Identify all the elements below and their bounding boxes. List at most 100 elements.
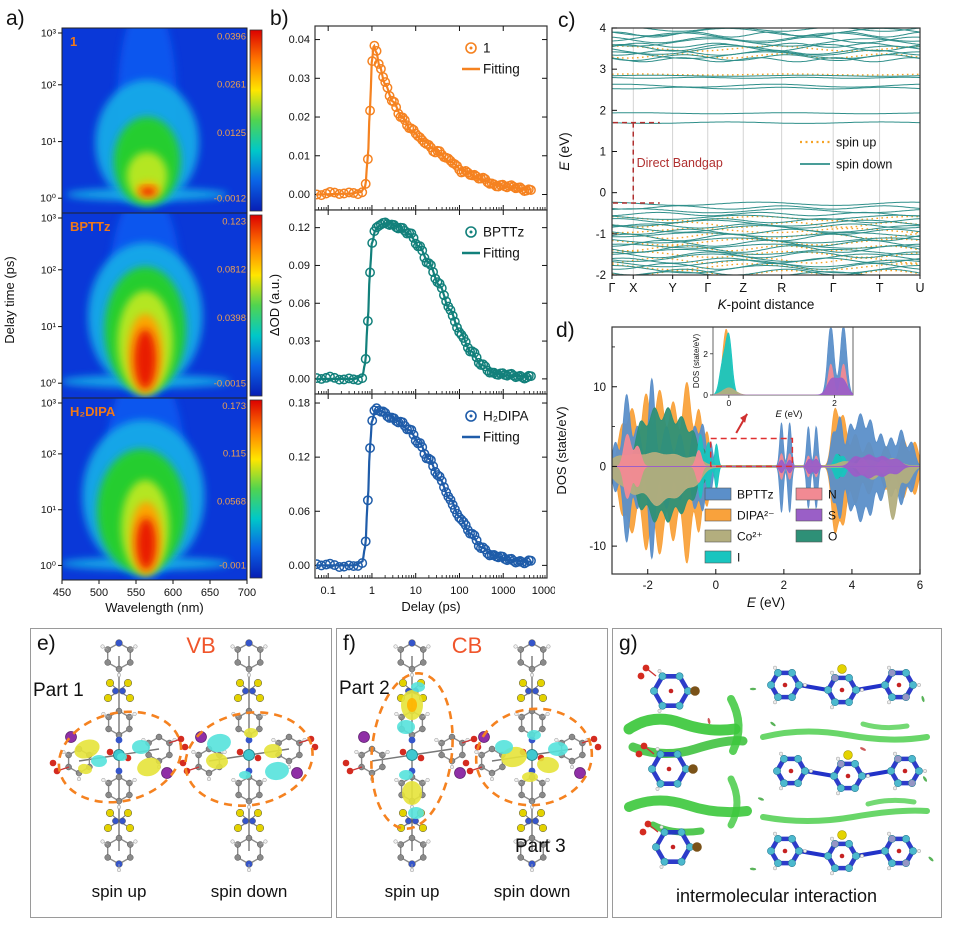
svg-text:10²: 10²: [41, 264, 57, 276]
d-legend-swatch: [704, 550, 732, 564]
interaction-mark: [860, 747, 866, 751]
inset-y-label: DOS (state/eV): [692, 334, 701, 389]
svg-text:10¹: 10¹: [41, 504, 57, 516]
svg-text:-0.0012: -0.0012: [214, 193, 246, 204]
d-legend-S: S: [828, 509, 836, 523]
b-y-axis-label: ΔOD (a.u.): [268, 274, 282, 336]
svg-text:1000: 1000: [491, 585, 515, 597]
interaction-mark: [749, 867, 757, 871]
svg-text:550: 550: [127, 587, 145, 599]
svg-text:-2: -2: [596, 270, 606, 282]
spin-down-caption-f: spin down: [493, 882, 571, 901]
interaction-ribbon: [623, 713, 741, 736]
heatmap-title-0: 1: [70, 34, 77, 49]
part3-label: Part 3: [515, 836, 566, 857]
svg-text:-10: -10: [589, 541, 606, 553]
inset-x-label: E (eV): [776, 409, 803, 420]
molecule-fDown: [462, 639, 602, 873]
kinetics-H₂DIPA: [316, 403, 536, 572]
svg-text:0.0398: 0.0398: [217, 313, 246, 324]
interaction-ribbon: [628, 736, 748, 759]
legend-label-1: 1: [483, 41, 491, 56]
interaction-ribbon: [865, 797, 917, 807]
kinetics-1: [316, 40, 536, 201]
molecule-eDown: [179, 639, 319, 873]
svg-text:0.12: 0.12: [289, 222, 310, 234]
legend-label-BPTTz: BPTTz: [483, 225, 525, 240]
heatmap-BPTTz: [62, 213, 247, 398]
interaction-ribbon: [760, 728, 930, 743]
svg-text:0: 0: [726, 398, 731, 408]
svg-text:0.04: 0.04: [289, 34, 310, 46]
legend-marker-1: [465, 42, 477, 54]
part-ellipse: [370, 672, 454, 830]
svg-text:0: 0: [600, 188, 606, 200]
svg-text:0: 0: [713, 580, 719, 592]
part2-label: Part 2: [339, 678, 390, 699]
bands: [612, 28, 920, 275]
svg-text:0.01: 0.01: [289, 150, 310, 162]
svg-text:0.123: 0.123: [222, 216, 246, 227]
panel-c-letter: c): [558, 9, 576, 32]
interaction-mark: [921, 695, 925, 703]
panel-b-kinetics: ΔOD (a.u.) 0.00 0.01 0.02 0.03 0.04 1 Fitting 0.…: [268, 25, 555, 614]
legend-label-fitting: Fitting: [483, 430, 520, 445]
c-y-axis-label: E (eV): [557, 132, 572, 170]
svg-text:0.03: 0.03: [289, 73, 310, 85]
svg-text:2: 2: [832, 398, 837, 408]
intermolecular-interaction-art: [623, 664, 934, 876]
svg-text:T: T: [876, 281, 884, 295]
svg-text:-2: -2: [643, 580, 653, 592]
heatmap-1: [62, 28, 247, 213]
dos-highlight-box: [709, 437, 794, 468]
svg-text:0.00: 0.00: [289, 373, 310, 385]
interaction-mark: [770, 721, 776, 727]
svg-text:0.06: 0.06: [289, 506, 310, 518]
svg-text:Y: Y: [669, 281, 678, 295]
dos-curves: [612, 377, 920, 564]
d-legend-swatch: [704, 508, 732, 522]
svg-text:700: 700: [238, 587, 256, 599]
svg-text:10⁰: 10⁰: [40, 193, 57, 205]
svg-text:0: 0: [703, 390, 708, 400]
interaction-ribbon: [727, 695, 743, 755]
svg-text:3: 3: [600, 64, 606, 76]
svg-text:650: 650: [201, 587, 219, 599]
colorbar: [249, 214, 263, 397]
part-ellipse: [474, 707, 594, 807]
svg-text:0.09: 0.09: [289, 260, 310, 272]
d-legend-Co²⁺: Co²⁺: [737, 530, 763, 544]
svg-text:10³: 10³: [41, 28, 57, 40]
svg-text:10¹: 10¹: [41, 136, 57, 148]
heatmap-title-1: BPTTz: [70, 219, 111, 234]
a-y-axis-label: Delay time (ps): [2, 256, 17, 343]
bandgap-label: Direct Bandgap: [637, 156, 723, 170]
svg-text:0.115: 0.115: [223, 448, 246, 459]
svg-text:0.0568: 0.0568: [217, 496, 246, 507]
svg-text:1: 1: [369, 585, 375, 597]
svg-text:10²: 10²: [41, 448, 57, 460]
heatmap-title-2: H₂DIPA: [70, 404, 116, 419]
svg-text:10: 10: [410, 585, 422, 597]
d-x-axis-label: E (eV): [747, 595, 785, 610]
interaction-ribbon: [860, 721, 910, 731]
svg-text:0.0396: 0.0396: [217, 31, 246, 42]
panel-a-letter: a): [6, 7, 25, 30]
c-legend-spin-down: spin down: [836, 158, 892, 172]
b-x-axis-label: Delay (ps): [401, 599, 460, 614]
svg-text:4: 4: [849, 580, 856, 592]
a-x-axis-label: Wavelength (nm): [105, 600, 204, 615]
svg-text:0.1: 0.1: [321, 585, 336, 597]
interaction-mark: [757, 797, 765, 801]
svg-text:10³: 10³: [41, 213, 57, 225]
legend-marker-H₂DIPA: [465, 410, 477, 422]
panel-e-letter: e): [37, 632, 56, 655]
spin-up-caption-e: spin up: [91, 882, 147, 901]
spin-down-caption-e: spin down: [210, 882, 288, 901]
heatmap-H₂DIPA: [62, 398, 247, 580]
svg-text:X: X: [629, 281, 638, 295]
panel-a-heatmaps: Delay time (ps) 10³ 10² 10¹ 10⁰ 1 0.0396 0.0261…: [2, 27, 263, 615]
svg-text:450: 450: [53, 587, 71, 599]
svg-text:0.00: 0.00: [289, 560, 310, 572]
